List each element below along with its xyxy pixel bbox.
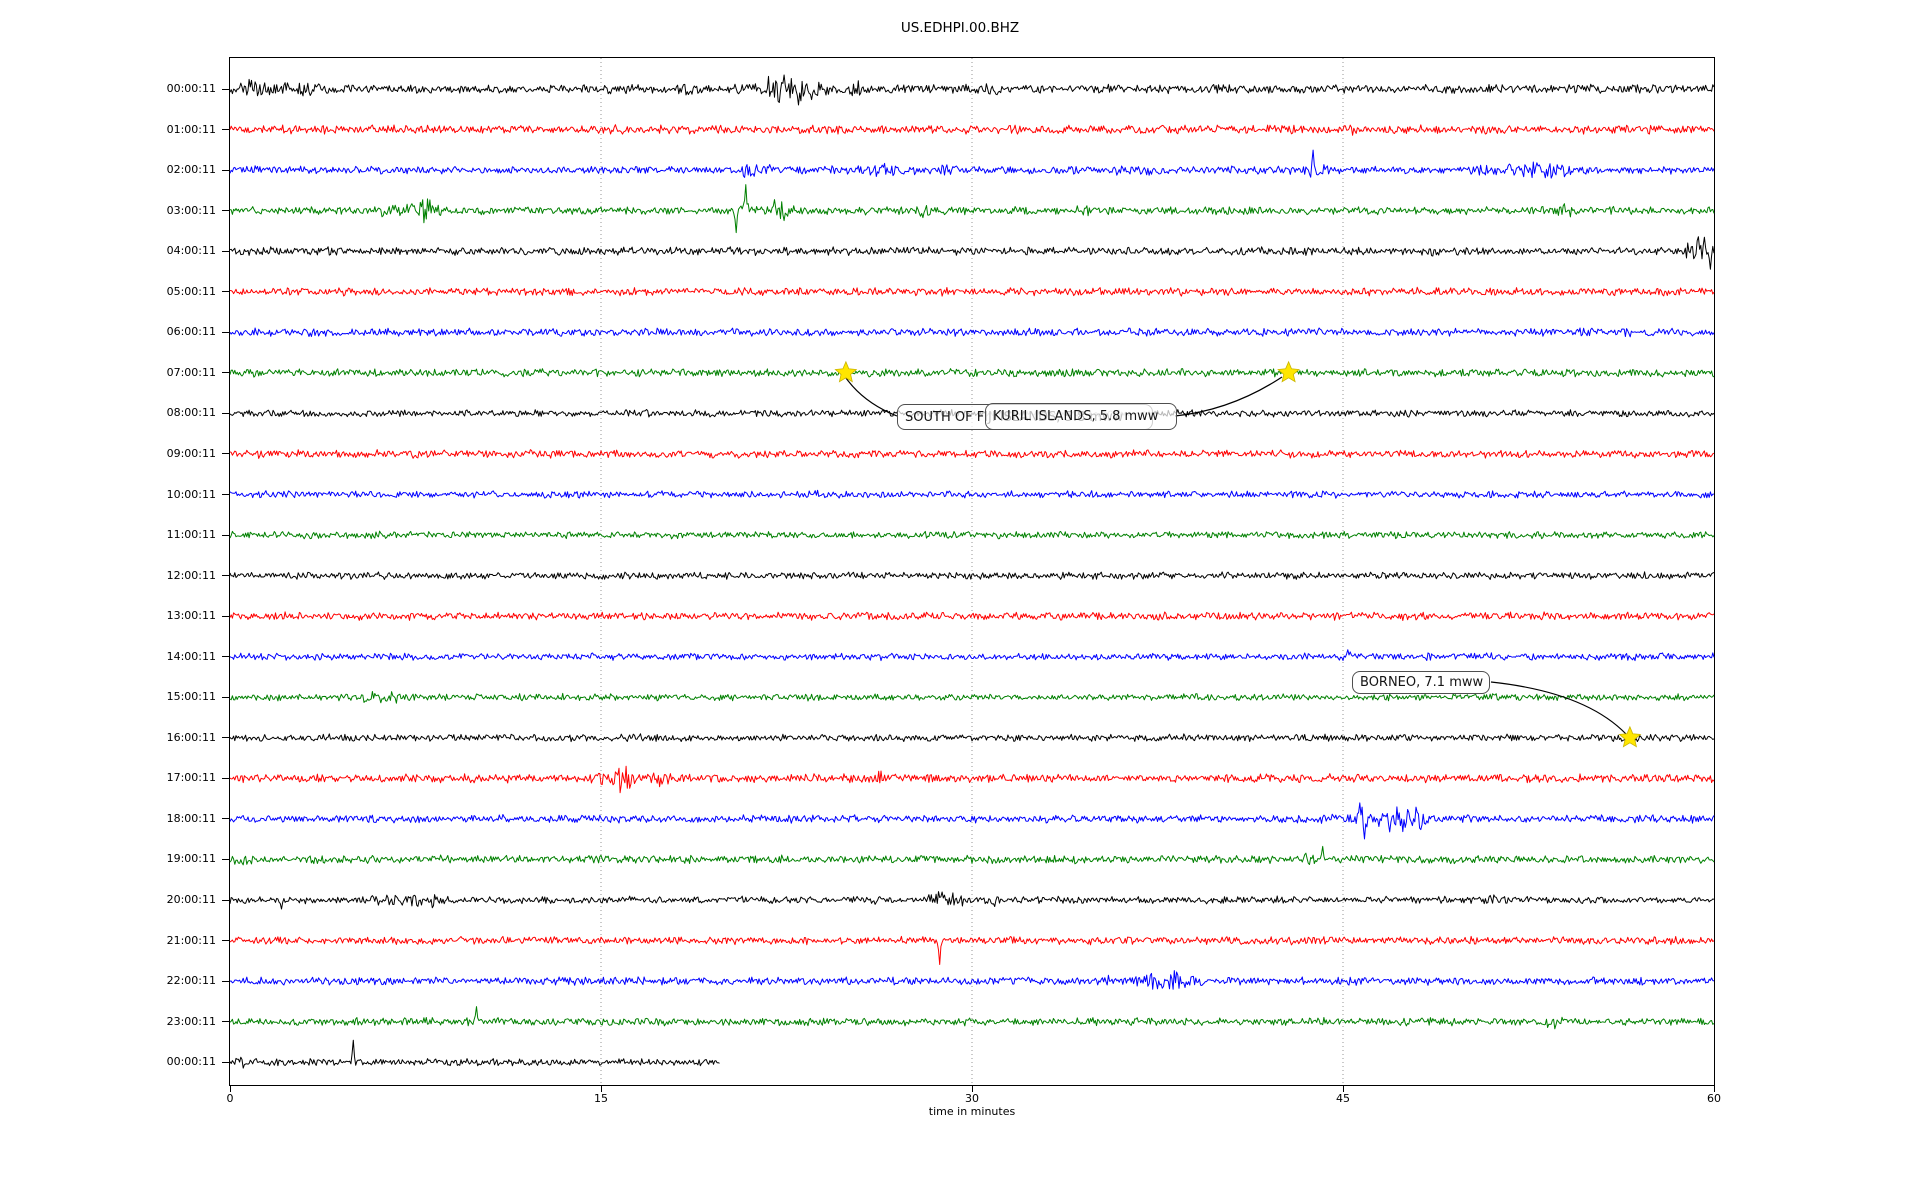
- seismogram-trace: [229, 845, 1715, 866]
- y-tick-label: 16:00:11: [166, 730, 216, 744]
- y-tick-label: 18:00:11: [166, 811, 216, 825]
- x-tick-label: 0: [226, 1092, 234, 1105]
- event-annotation-kuril: KURIL ISLANDS, 5.8 mww: [985, 403, 1177, 430]
- y-tick-label: 13:00:11: [166, 609, 216, 623]
- y-tick-label: 06:00:11: [166, 325, 216, 339]
- y-tick-label: 22:00:11: [166, 974, 216, 988]
- annotation-connector: [1174, 376, 1283, 417]
- y-tick-mark: [222, 88, 229, 90]
- y-tick-label: 04:00:11: [166, 244, 216, 258]
- seismogram-trace: [229, 449, 1715, 459]
- y-tick-label: 19:00:11: [166, 852, 216, 866]
- y-tick-label: 21:00:11: [166, 933, 216, 947]
- seismogram-trace: [229, 1006, 1715, 1030]
- y-tick-mark: [222, 980, 229, 982]
- seismogram-trace: [229, 489, 1714, 499]
- event-star-icon: [1277, 360, 1300, 383]
- y-tick-mark: [222, 250, 229, 252]
- seismogram-trace: [229, 611, 1715, 621]
- seismogram-trace: [229, 970, 1715, 990]
- y-tick-mark: [222, 656, 229, 658]
- y-tick-mark: [222, 818, 229, 820]
- y-tick-mark: [222, 1021, 229, 1023]
- y-tick-mark: [222, 129, 229, 131]
- y-tick-label: 14:00:11: [166, 649, 216, 663]
- seismogram-trace: [229, 149, 1715, 179]
- y-tick-mark: [222, 1061, 229, 1063]
- annotation-connector: [1490, 681, 1627, 735]
- y-tick-mark: [222, 899, 229, 901]
- y-tick-label: 07:00:11: [166, 365, 216, 379]
- x-tick-mark: [1713, 1086, 1715, 1092]
- y-tick-mark: [222, 169, 229, 171]
- plot-frame: [229, 57, 1715, 1086]
- x-tick-label: 45: [1336, 1092, 1350, 1105]
- x-tick-label: 15: [594, 1092, 608, 1105]
- seismogram-trace: [229, 124, 1715, 136]
- chart-title: US.EDHPI.00.BHZ: [900, 20, 1020, 36]
- seismogram-trace: [229, 765, 1715, 794]
- y-tick-mark: [222, 940, 229, 942]
- seismogram-trace: [229, 327, 1715, 338]
- y-tick-mark: [222, 291, 229, 293]
- x-tick-mark: [1342, 1086, 1344, 1092]
- y-tick-label: 15:00:11: [166, 690, 216, 704]
- plot-svg: [229, 58, 1715, 1085]
- y-tick-label: 02:00:11: [166, 163, 216, 177]
- event-annotation-borneo: BORNEO, 7.1 mww: [1352, 671, 1490, 694]
- seismogram-trace: [229, 74, 1715, 106]
- x-tick-mark: [600, 1086, 602, 1092]
- x-axis-title: time in minutes: [928, 1105, 1016, 1118]
- y-tick-label: 11:00:11: [166, 528, 216, 542]
- y-tick-mark: [222, 737, 229, 739]
- y-tick-mark: [222, 534, 229, 536]
- seismogram-trace: [229, 802, 1715, 840]
- seismogram-trace: [229, 935, 1715, 965]
- x-tick-mark: [229, 1086, 231, 1092]
- seismogram-trace: [229, 530, 1715, 540]
- seismogram-trace: [229, 368, 1715, 378]
- seismogram-trace: [229, 236, 1715, 270]
- seismogram-trace: [229, 691, 1715, 704]
- y-tick-mark: [222, 453, 229, 455]
- seismogram-trace: [229, 1039, 720, 1069]
- y-tick-mark: [222, 494, 229, 495]
- y-tick-mark: [222, 210, 229, 212]
- y-tick-mark: [222, 412, 229, 414]
- y-tick-mark: [222, 372, 229, 374]
- y-tick-label: 00:00:11: [166, 1055, 216, 1069]
- y-tick-label: 09:00:11: [166, 446, 216, 460]
- seismogram-trace: [229, 733, 1715, 743]
- y-tick-label: 20:00:11: [166, 893, 216, 906]
- y-tick-mark: [222, 858, 229, 860]
- seismogram-trace: [229, 184, 1715, 234]
- y-tick-label: 23:00:11: [166, 1014, 216, 1028]
- y-tick-label: 01:00:11: [166, 122, 216, 136]
- x-tick-mark: [971, 1086, 973, 1092]
- y-tick-mark: [222, 777, 229, 779]
- y-tick-label: 00:00:11: [166, 82, 216, 95]
- y-tick-label: 12:00:11: [166, 568, 216, 582]
- seismogram-trace: [229, 571, 1715, 580]
- event-star-icon: [834, 360, 858, 383]
- y-tick-label: 10:00:11: [166, 487, 216, 501]
- y-tick-mark: [222, 696, 229, 698]
- x-tick-label: 60: [1707, 1092, 1721, 1105]
- seismogram-trace: [229, 286, 1715, 297]
- y-tick-label: 17:00:11: [166, 771, 216, 785]
- event-star-icon: [1618, 725, 1642, 748]
- y-tick-label: 05:00:11: [166, 284, 216, 298]
- y-tick-mark: [222, 331, 229, 333]
- x-tick-label: 30: [965, 1092, 979, 1105]
- y-tick-label: 03:00:11: [166, 203, 216, 217]
- y-tick-mark: [222, 575, 229, 577]
- y-tick-label: 08:00:11: [166, 406, 216, 420]
- annotation-connector: [845, 377, 898, 417]
- seismogram-trace: [229, 891, 1715, 910]
- seismogram-trace: [229, 649, 1715, 662]
- y-tick-mark: [222, 615, 229, 617]
